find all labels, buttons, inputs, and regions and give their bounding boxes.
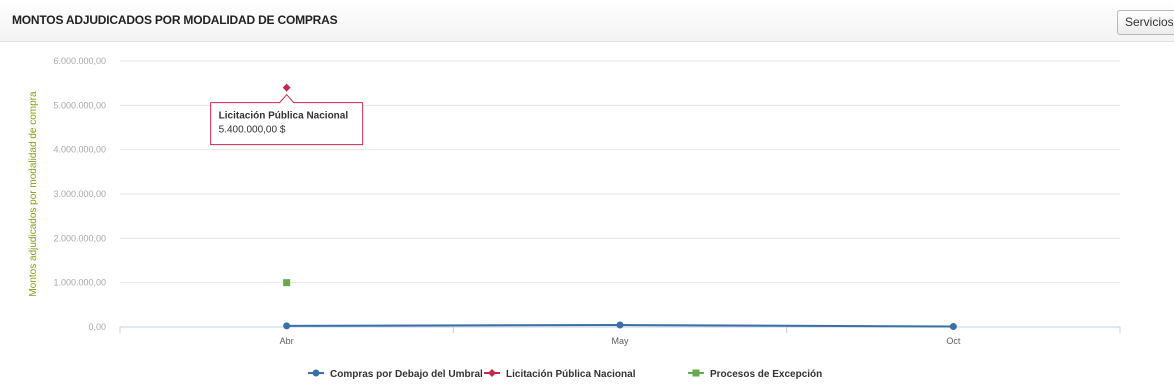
y-tick-label: 4.000.000,00 xyxy=(53,145,106,155)
tooltip: Licitación Pública Nacional 5.400.000,00 … xyxy=(210,93,364,146)
legend-item[interactable]: Compras por Debajo del Umbral xyxy=(308,369,483,380)
grid-lines xyxy=(120,60,1120,284)
tooltip-value: 5.400.000,00 $ xyxy=(219,125,286,136)
legend-marker[interactable] xyxy=(488,369,496,377)
data-point[interactable] xyxy=(283,279,291,287)
legend-label: Procesos de Excepción xyxy=(710,369,822,380)
legend-marker[interactable] xyxy=(692,369,700,377)
y-tick-label: 5.000.000,00 xyxy=(53,100,106,110)
legend-label: Compras por Debajo del Umbral xyxy=(330,369,483,380)
x-tick-label: Abr xyxy=(280,336,294,346)
tooltip-title: Licitación Pública Nacional xyxy=(219,111,349,122)
x-axis: Abr May Oct xyxy=(119,326,1121,346)
x-tick-label: May xyxy=(611,336,629,346)
legend: Compras por Debajo del Umbral Licitación … xyxy=(308,369,822,380)
data-point[interactable] xyxy=(282,83,291,92)
legend-marker[interactable] xyxy=(312,369,320,377)
data-point[interactable] xyxy=(283,322,291,330)
tooltip-box xyxy=(210,93,364,146)
x-tick-label: Oct xyxy=(946,336,961,346)
y-tick-label: 1.000.000,00 xyxy=(53,278,106,288)
data-point[interactable] xyxy=(949,323,957,331)
y-tick-label: 2.000.000,00 xyxy=(53,233,106,243)
series-layer xyxy=(282,83,957,331)
panel-title: MONTOS ADJUDICADOS POR MODALIDAD DE COMP… xyxy=(12,13,338,27)
servicios-button[interactable]: Servicios xyxy=(1117,10,1174,35)
y-axis-label: Montos adjudicados por modalidad de comp… xyxy=(28,91,39,297)
y-tick-label: 3.000.000,00 xyxy=(53,189,106,199)
line-chart: 0,00 1.000.000,00 2.000.000,00 3.000.000,00… xyxy=(28,56,1121,380)
legend-label: Licitación Pública Nacional xyxy=(506,369,636,380)
legend-item[interactable]: Procesos de Excepción xyxy=(688,369,822,380)
y-tick-label: 0,00 xyxy=(88,322,106,332)
legend-item[interactable]: Licitación Pública Nacional xyxy=(484,369,636,380)
data-point[interactable] xyxy=(616,321,624,329)
y-axis: 0,00 1.000.000,00 2.000.000,00 3.000.000,00… xyxy=(53,56,106,332)
y-tick-label: 6.000.000,00 xyxy=(53,56,106,66)
panel-header: MONTOS ADJUDICADOS POR MODALIDAD DE COMP… xyxy=(0,0,1174,42)
